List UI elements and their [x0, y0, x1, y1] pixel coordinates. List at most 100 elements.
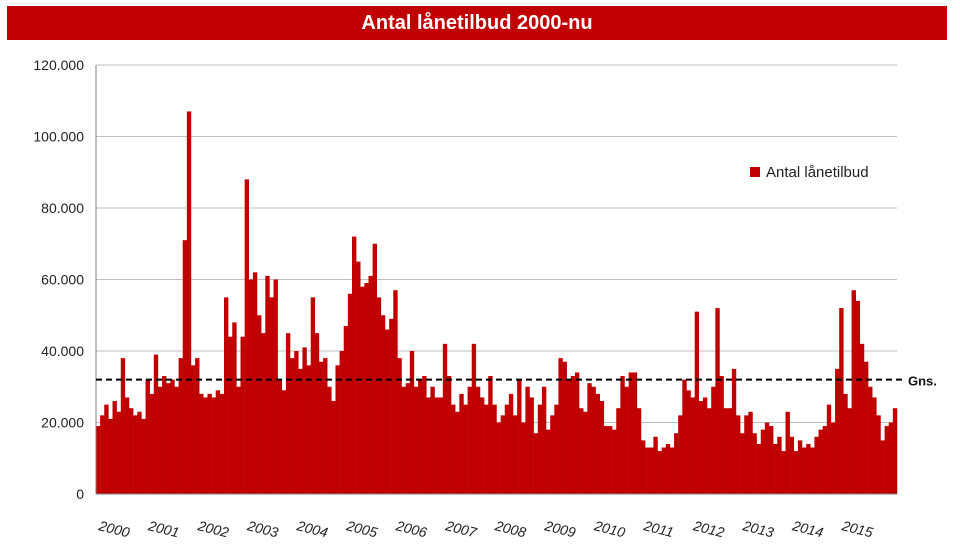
- bar: [863, 361, 869, 494]
- y-tick-label: 100.000: [33, 129, 84, 145]
- bar: [892, 408, 898, 494]
- bar: [587, 383, 592, 494]
- bar: [624, 386, 629, 494]
- legend-swatch: [750, 167, 760, 177]
- bar: [876, 415, 881, 494]
- y-tick-label: 60.000: [41, 272, 84, 288]
- bar: [215, 390, 221, 494]
- bar: [141, 418, 146, 494]
- x-tick-label: 2007: [443, 517, 479, 541]
- bar: [422, 376, 427, 494]
- bar: [740, 433, 745, 494]
- x-tick-label: 2001: [146, 517, 181, 540]
- bar: [579, 408, 584, 494]
- bar: [760, 429, 766, 494]
- bar: [607, 426, 613, 494]
- bar: [686, 390, 691, 494]
- bar: [496, 422, 501, 494]
- bar: [269, 297, 274, 495]
- bar: [822, 426, 828, 494]
- y-tick-labels: 0 20.000 40.000 60.000 80.000 100.000 120.000: [33, 57, 84, 502]
- bar: [835, 368, 840, 495]
- bar: [298, 368, 303, 495]
- legend-label: Antal lånetilbud: [766, 164, 869, 181]
- bar: [620, 376, 625, 494]
- bar: [508, 393, 514, 494]
- bar: [223, 297, 229, 495]
- x-tick-labels: 2000 2001 2002 2003 2004 2005 2006 2007 2008 2009…: [96, 517, 874, 541]
- bar: [149, 393, 155, 494]
- bar: [157, 386, 163, 494]
- bar: [207, 393, 212, 494]
- bar: [566, 379, 572, 494]
- bar: [302, 347, 307, 494]
- bar: [277, 379, 283, 494]
- bar: [843, 393, 848, 494]
- bar: [744, 415, 749, 494]
- bar: [257, 315, 262, 494]
- bar: [591, 386, 596, 494]
- bar: [797, 440, 803, 495]
- bar: [872, 397, 877, 494]
- bar: [199, 393, 204, 494]
- bar: [785, 411, 790, 494]
- bar: [401, 386, 406, 494]
- bar: [455, 411, 460, 494]
- bar: [360, 286, 365, 494]
- bar: [335, 365, 340, 494]
- bar: [554, 404, 559, 495]
- bar: [372, 243, 378, 494]
- bar: [504, 404, 510, 495]
- bar: [781, 451, 786, 494]
- bar: [265, 275, 270, 494]
- bar: [748, 411, 753, 494]
- x-tick-label: 2012: [691, 517, 726, 540]
- y-tick-label: 120.000: [33, 57, 84, 73]
- y-tick-label: 40.000: [41, 343, 84, 359]
- bar: [731, 368, 737, 495]
- bar: [868, 386, 873, 494]
- bar: [426, 397, 431, 494]
- bar: [752, 433, 757, 494]
- x-tick-label: 2008: [493, 517, 528, 540]
- bar: [777, 436, 782, 494]
- bar: [153, 354, 159, 494]
- x-tick-label: 2000: [96, 517, 131, 540]
- bar: [880, 440, 885, 495]
- bar: [562, 361, 567, 494]
- bar: [318, 361, 324, 494]
- bar: [665, 443, 671, 494]
- bar: [769, 426, 774, 494]
- bar: [459, 393, 464, 494]
- bar: [203, 397, 208, 494]
- x-tick-label: 2011: [641, 517, 675, 540]
- bar: [719, 376, 724, 494]
- x-tick-label: 2006: [394, 517, 429, 540]
- bar: [285, 333, 291, 495]
- bar: [294, 351, 299, 494]
- bar: [124, 397, 130, 494]
- bar: [430, 386, 435, 494]
- bar: [735, 415, 741, 494]
- x-tick-label: 2014: [790, 517, 825, 540]
- bar: [310, 297, 316, 495]
- bar: [492, 404, 497, 495]
- bar: [888, 422, 894, 494]
- bar: [108, 418, 113, 494]
- x-tick-label: 2005: [344, 517, 379, 540]
- bar: [513, 415, 518, 494]
- bar: [669, 447, 675, 494]
- bar: [616, 408, 621, 494]
- bar: [339, 351, 344, 494]
- bar: [393, 290, 398, 494]
- bar: [471, 343, 477, 494]
- x-tick-label: 2004: [294, 517, 329, 540]
- bar: [756, 443, 761, 494]
- bar: [488, 376, 493, 494]
- bar: [537, 404, 543, 495]
- bar: [661, 447, 667, 494]
- x-tick-label: 2002: [195, 517, 230, 540]
- bar: [385, 329, 390, 494]
- bar: [711, 386, 716, 494]
- bar: [826, 404, 832, 495]
